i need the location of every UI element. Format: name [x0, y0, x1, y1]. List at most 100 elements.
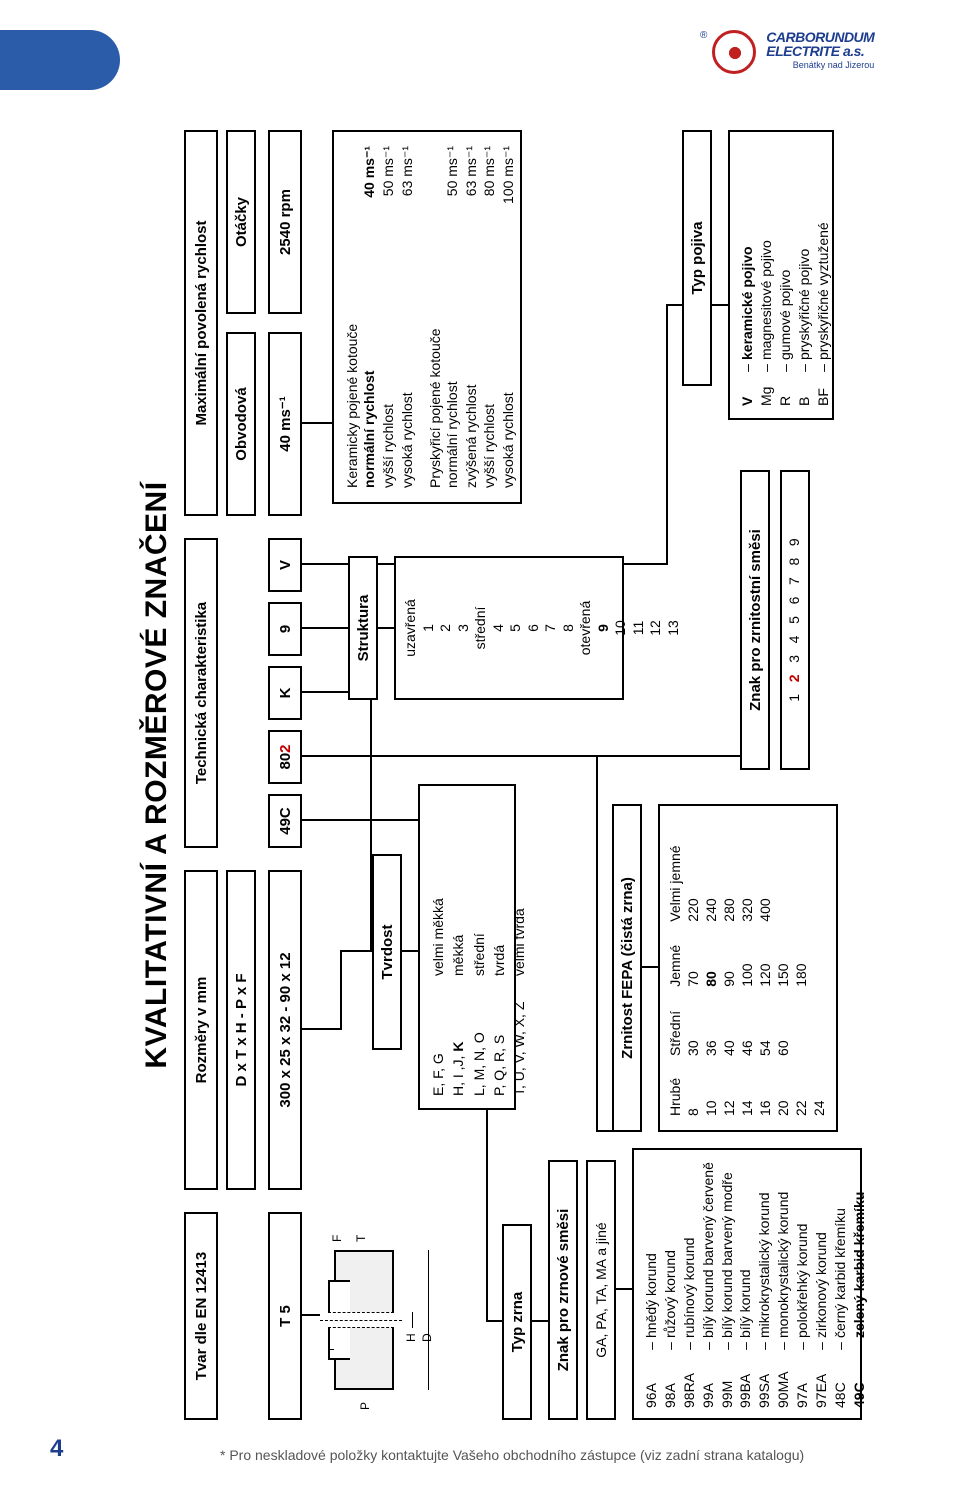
speed-row: normální rychlost40 ms⁻¹: [360, 146, 379, 488]
value-code5: V: [268, 538, 302, 592]
grain-type-row: 99SA–mikrokrystalický korund: [755, 1160, 774, 1408]
structure-value: 12: [647, 562, 665, 694]
structure-label: uzavřená: [402, 562, 420, 694]
structure-value: 13: [665, 562, 683, 694]
zrnitost-title: Zrnitost FEPA (čistá zrna): [612, 804, 642, 1132]
logo-line2: ELECTRITE a.s.: [766, 44, 874, 58]
grain-type-row: 98RA–rubínový korund: [680, 1160, 699, 1408]
logo-subtitle: Benátky nad Jizerou: [766, 60, 874, 70]
shape-label-F: F: [330, 1235, 344, 1242]
value-otacky: 2540 rpm: [268, 130, 302, 314]
bond-type-row: Mg–magnesitové pojivo: [757, 144, 776, 406]
header-obvodova: Obvodová: [226, 332, 256, 516]
grain-type-row: 49C–zelený karbid křemíku: [850, 1160, 869, 1408]
znak-zrnove-title: Znak pro zrnové směsi: [548, 1160, 578, 1420]
bond-type-row: BF–pryskyřičné vyztužené: [814, 144, 833, 406]
grain-type-row: 90MA–monokrystalický korund: [774, 1160, 793, 1408]
structure-value: 6: [525, 562, 543, 694]
structure-value: 8: [560, 562, 578, 694]
diagram-title: KVALITATIVNÍ A ROZMĚROVÉ ZNAČENÍ: [140, 130, 174, 1420]
value-code2: 802: [268, 730, 302, 784]
footnote-text: * Pro neskladové položky kontaktujte Vaš…: [220, 1447, 804, 1463]
speed-row: vyšší rychlost80 ms⁻¹: [480, 146, 499, 488]
hardness-row: P, Q, R, Stvrdá: [489, 798, 509, 1096]
structure-value: 7: [542, 562, 560, 694]
shape-label-H: H: [404, 1333, 418, 1342]
header-rozmery: Rozměry v mm: [184, 870, 218, 1190]
hardness-box: E, F, Gvelmi měkkáH, I ,J, KměkkáL, M, N…: [418, 784, 516, 1110]
code2b: 2: [277, 744, 294, 752]
grit-table-box: HrubéStředníJemnéVelmi jemné830702201036…: [658, 804, 838, 1132]
structure-box: uzavřená123střední45678otevřená910111213: [394, 556, 624, 700]
blue-tab-decoration: [0, 30, 120, 90]
structure-value: 9: [595, 562, 613, 694]
structure-value: 10: [612, 562, 630, 694]
logo-line1: CARBORUNDUM: [766, 30, 874, 44]
ceramic-title: Keramicky pojené kotouče: [344, 146, 360, 488]
value-code4: 9: [268, 602, 302, 656]
rozmery-sub: D x T x H - P x F: [226, 870, 256, 1190]
resin-title: Pryskyřicí pojené kotouče: [427, 146, 443, 488]
grain-type-row: 97EA–zirkonový korund: [812, 1160, 831, 1408]
structure-value: 11: [630, 562, 648, 694]
header-max: Maximální povolená rychlost: [184, 130, 218, 516]
page-root: ® CARBORUNDUM ELECTRITE a.s. Benátky nad…: [0, 0, 960, 1493]
grain-types-box: 96A–hnědý korund98A–růžový korund98RA–ru…: [632, 1148, 862, 1420]
section-struktura-title: Struktura: [348, 556, 378, 700]
typpojiva-title: Typ pojiva: [682, 130, 712, 386]
speed-row: normální rychlost50 ms⁻¹: [443, 146, 462, 488]
shape-label-T: T: [354, 1235, 368, 1242]
structure-label: otevřená: [577, 562, 595, 694]
bond-type-row: R–gumové pojivo: [776, 144, 795, 406]
speeds-box: Keramicky pojené kotouče normální rychlo…: [332, 130, 522, 504]
header-tech: Technická charakteristika: [184, 538, 218, 848]
grain-type-row: 99A–bílý korund barvený červeně: [699, 1160, 718, 1408]
structure-value: 2: [437, 562, 455, 694]
page-number: 4: [50, 1435, 63, 1463]
grain-type-row: 96A–hnědý korund: [642, 1160, 661, 1408]
structure-value: 5: [507, 562, 525, 694]
value-code1: 49C: [268, 794, 302, 848]
section-tvrdost-title: Tvrdost: [372, 854, 402, 1050]
logo-text: CARBORUNDUM ELECTRITE a.s. Benátky nad J…: [766, 30, 874, 70]
header-otacky: Otáčky: [226, 130, 256, 314]
value-tvar: T 5: [268, 1212, 302, 1420]
code2a: 80: [277, 753, 294, 770]
hardness-row: T, U, V, W, X, Zvelmi tvrdá: [509, 798, 529, 1096]
logo-emblem-icon: [712, 30, 756, 74]
grain-type-row: 48C–černý karbid křemíku: [831, 1160, 850, 1408]
registered-mark: ®: [700, 30, 707, 41]
shape-label-D: D: [420, 1333, 434, 1342]
value-rozmery: 300 x 25 x 32 - 90 x 12: [268, 870, 302, 1190]
diagram-holder: KVALITATIVNÍ A ROZMĚROVÉ ZNAČENÍ Tvar dl…: [140, 130, 920, 1420]
speed-row: zvýšená rychlost63 ms⁻¹: [462, 146, 481, 488]
hardness-row: H, I ,J, Kměkká: [448, 798, 468, 1096]
speed-row: vysoká rychlost63 ms⁻¹: [398, 146, 417, 488]
structure-value: 1: [420, 562, 438, 694]
bond-type-row: V–keramické pojivo: [738, 144, 757, 406]
znak-zrnitostni-values: 1 2 3 4 5 6 7 8 9: [780, 470, 810, 770]
grain-type-row: 99M–bílý korund barvený modře: [718, 1160, 737, 1408]
structure-value: 4: [490, 562, 508, 694]
grain-type-row: 99BA–bílý korund: [736, 1160, 755, 1408]
znak-zrnove-sub: GA, PA, TA, MA a jiné: [586, 1160, 616, 1420]
grain-type-row: 97A–polokřehký korund: [793, 1160, 812, 1408]
bond-type-row: B–pryskyřičné pojivo: [795, 144, 814, 406]
structure-label: střední: [472, 562, 490, 694]
hardness-row: L, M, N, Ostřední: [469, 798, 489, 1096]
diagram-rotated: KVALITATIVNÍ A ROZMĚROVÉ ZNAČENÍ Tvar dl…: [140, 130, 920, 1420]
grain-type-row: 98A–růžový korund: [661, 1160, 680, 1408]
value-code3: K: [268, 666, 302, 720]
value-obvodova: 40 ms⁻¹: [268, 332, 302, 516]
bond-types-box: V–keramické pojivoMg–magnesitové pojivoR…: [728, 130, 834, 420]
company-logo: ® CARBORUNDUM ELECTRITE a.s. Benátky nad…: [700, 30, 900, 100]
speed-row: vyšší rychlost50 ms⁻¹: [379, 146, 398, 488]
header-tvar: Tvar dle EN 12413: [184, 1212, 218, 1420]
cross-section-drawing: P F T H D: [320, 1212, 450, 1420]
hardness-row: E, F, Gvelmi měkká: [428, 798, 448, 1096]
znak-zrnitostni-title: Znak pro zrnitostní směsi: [740, 470, 770, 770]
section-typzrna-title: Typ zrna: [502, 1224, 532, 1420]
structure-value: 3: [455, 562, 473, 694]
speed-row: vysoká rychlost100 ms⁻¹: [499, 146, 518, 488]
shape-label-P: P: [358, 1402, 372, 1410]
